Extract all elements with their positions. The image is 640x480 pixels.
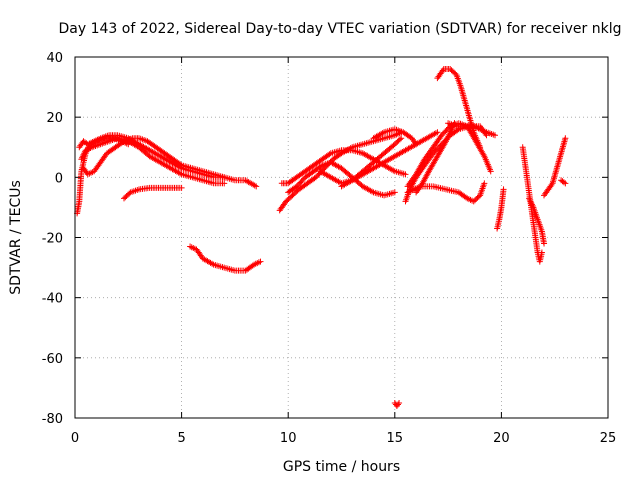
x-tick-label: 25	[600, 431, 617, 446]
x-tick-label: 5	[177, 431, 185, 446]
data-point-markers	[494, 186, 507, 232]
series-arc-21	[526, 195, 548, 247]
data-point-markers	[391, 399, 403, 409]
series-arc-17	[445, 120, 499, 139]
y-tick-label: 20	[46, 111, 63, 126]
grid-layer	[75, 57, 608, 418]
series-arc-6	[187, 243, 264, 274]
y-tick-label: -40	[42, 292, 63, 307]
data-point-markers	[370, 126, 420, 148]
series-arc-4	[80, 135, 228, 181]
data-point-markers	[445, 120, 499, 139]
series-arc-24	[391, 399, 403, 409]
data-point-markers	[558, 177, 569, 187]
chart-title: Day 143 of 2022, Sidereal Day-to-day VTE…	[59, 21, 622, 37]
data-point-markers	[80, 135, 228, 181]
y-tick-label: 40	[46, 51, 63, 66]
x-tick-label: 20	[493, 431, 510, 446]
x-tick-label: 0	[71, 431, 79, 446]
series-arc-5	[121, 184, 185, 202]
series-arc-23	[558, 177, 569, 187]
series-arc-22	[541, 135, 569, 199]
series-arc-7	[276, 129, 405, 214]
series-arc-19	[494, 186, 507, 232]
x-tick-label: 15	[387, 431, 404, 446]
data-point-markers	[121, 184, 185, 202]
data-point-markers	[187, 243, 264, 274]
data-point-markers	[413, 120, 458, 196]
series-arc-12	[370, 126, 420, 148]
y-tick-label: 0	[55, 171, 63, 186]
series-arc-15	[413, 120, 458, 196]
tick-layer: 0 5 10 15 20 25 -80 -60 -40 -20 0 20 40	[42, 51, 617, 446]
x-tick-label: 10	[280, 431, 297, 446]
series-arc-18	[404, 180, 488, 205]
data-point-markers	[74, 135, 132, 217]
data-point-markers	[404, 180, 488, 205]
series-arc-1	[74, 135, 132, 217]
plot-frame	[74, 56, 609, 419]
x-axis-title: GPS time / hours	[283, 459, 400, 475]
y-tick-label: -60	[42, 352, 63, 367]
y-tick-label: -20	[42, 232, 63, 247]
data-point-markers	[526, 195, 548, 247]
data-point-markers	[541, 135, 569, 199]
data-point-markers	[276, 129, 405, 214]
series-layer	[74, 66, 569, 409]
y-tick-label: -80	[42, 412, 63, 427]
y-axis-title: SDTVAR / TECUs	[8, 180, 24, 295]
